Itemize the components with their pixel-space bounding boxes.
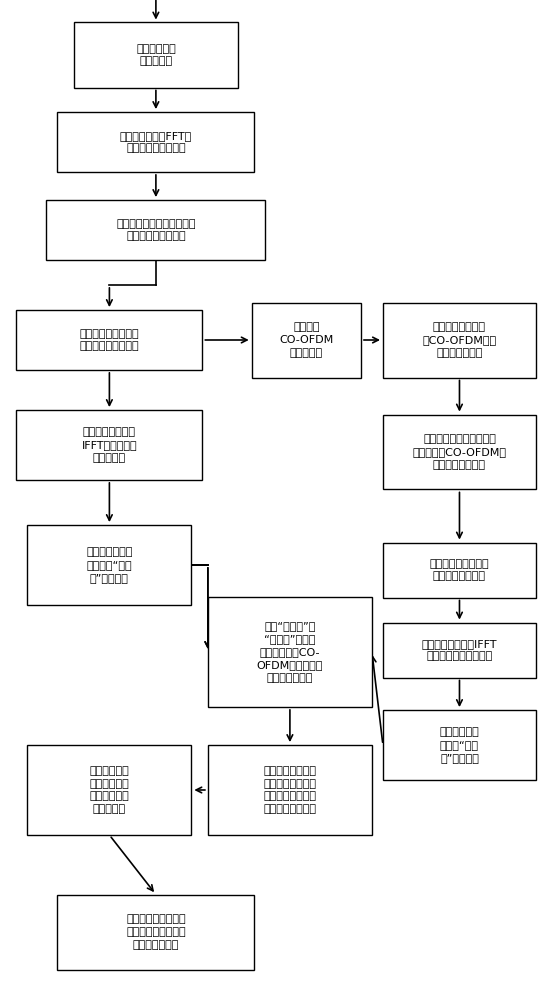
Bar (383, 542, 536, 598)
Bar (208, 597, 372, 707)
Bar (57, 894, 254, 970)
Bar (74, 22, 238, 88)
Text: 快速傅里叶逆变换IFFT
将信号从频域变为时域: 快速傅里叶逆变换IFFT 将信号从频域变为时域 (422, 639, 497, 661)
Text: 频域上，利用单抽头均衡
器补偿每个CO-OFDM符
号的共同相位噪声: 频域上，利用单抽头均衡 器补偿每个CO-OFDM符 号的共同相位噪声 (412, 434, 507, 470)
Bar (57, 112, 254, 172)
Text: 对补偿后的信号进行
判决，去导频，并进
行反映射，输出: 对补偿后的信号进行 判决，去导频，并进 行反映射，输出 (126, 914, 186, 950)
Bar (16, 310, 202, 370)
Text: 提取用于信道估计的训练序
列，完成信道的估计: 提取用于信道估计的训练序 列，完成信道的估计 (116, 219, 196, 241)
Text: 串并转换，移
除循环前缀: 串并转换，移 除循环前缀 (136, 44, 176, 66)
Text: 利用时域滑动窗口
分别对每个时域样
本的的光相位噪声
进行滑动平均处理: 利用时域滑动窗口 分别对每个时域样 本的的光相位噪声 进行滑动平均处理 (264, 766, 316, 814)
Bar (46, 200, 265, 260)
Bar (252, 302, 361, 377)
Text: 时域上，采用
单抽头均衡器
进行光相位噪
声补偿处理: 时域上，采用 单抽头均衡器 进行光相位噪 声补偿处理 (90, 766, 129, 814)
Text: 快速傅里叶变换FFT将
信号从时域变为频域: 快速傅里叶变换FFT将 信号从时域变为频域 (120, 131, 192, 153)
Text: 将判决后的信
号看作“发送
端”时域信号: 将判决后的信 号看作“发送 端”时域信号 (440, 727, 479, 763)
Text: 提取每个
CO-OFDM
符号内导频: 提取每个 CO-OFDM 符号内导频 (279, 322, 334, 358)
Text: 对共同相位噪声补偿
后的信号进行判决: 对共同相位噪声补偿 后的信号进行判决 (429, 559, 490, 581)
Text: 快速傅里叶逆变换
IFFT将信号从频
域变为时域: 快速傅里叶逆变换 IFFT将信号从频 域变为时域 (82, 427, 137, 463)
Bar (383, 414, 536, 489)
Bar (27, 525, 191, 605)
Bar (383, 302, 536, 377)
Text: 频域上，利用单抽头
均衡器进行信道均衡: 频域上，利用单抽头 均衡器进行信道均衡 (79, 329, 139, 351)
Bar (208, 745, 372, 835)
Bar (383, 710, 536, 780)
Bar (16, 410, 202, 480)
Bar (383, 622, 536, 678)
Text: 利用导频来估计每
个CO-OFDM符号
的共同相位噪声: 利用导频来估计每 个CO-OFDM符号 的共同相位噪声 (422, 322, 497, 358)
Text: 利用“发送端”和
“接收端”时域信
号来估计每个CO-
OFDM符号内的光
相位噪声时域值: 利用“发送端”和 “接收端”时域信 号来估计每个CO- OFDM符号内的光 相位… (257, 621, 323, 683)
Text: 将信道均衡后的
信号看作“接收
端”时域信号: 将信道均衡后的 信号看作“接收 端”时域信号 (86, 547, 132, 583)
Bar (27, 745, 191, 835)
